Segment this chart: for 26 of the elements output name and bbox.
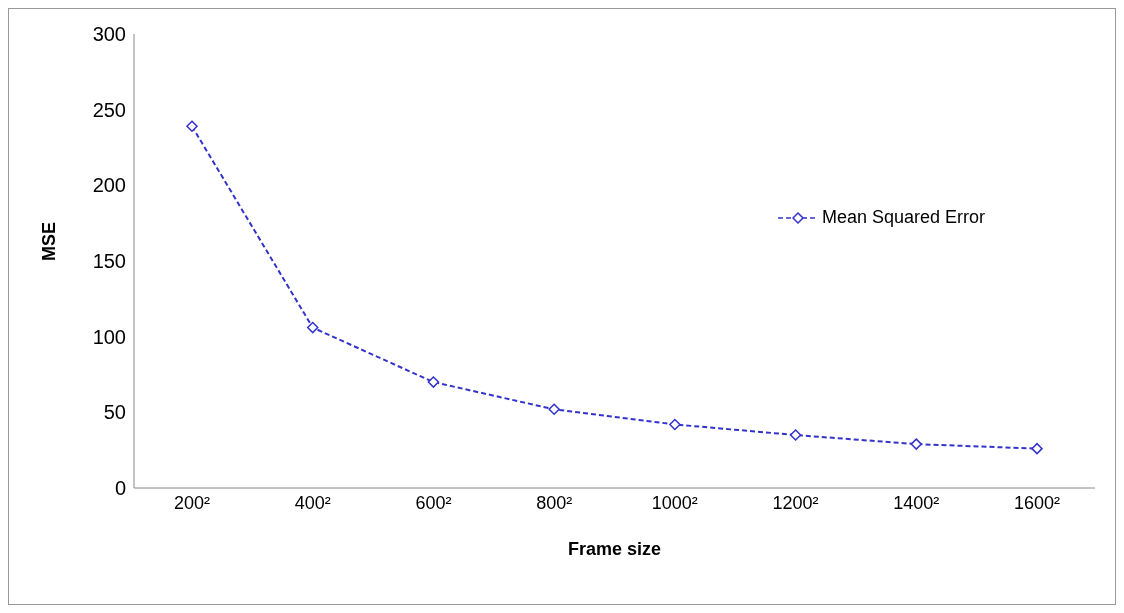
y-tick-label: 250	[92, 98, 126, 121]
y-tick-label: 150	[92, 250, 126, 273]
point	[1031, 442, 1043, 455]
point	[669, 418, 681, 431]
point	[186, 120, 198, 133]
y-tick-label: 100	[92, 325, 126, 348]
x-tick-label: 1600²	[1013, 492, 1061, 513]
x-axis-title: Frame size	[567, 539, 662, 559]
point	[427, 376, 440, 388]
y-tick-label: 300	[92, 23, 126, 46]
legend-label: Mean Squared Error	[821, 207, 985, 228]
x-tick-label: 800²	[536, 492, 573, 513]
x-tick-label: 600²	[415, 492, 452, 513]
x-tick-label: 400²	[294, 492, 331, 513]
x-tick-label: 200²	[173, 492, 211, 513]
point	[910, 438, 923, 450]
x-tick-label: 1000²	[651, 492, 698, 513]
y-tick-label: 200	[92, 174, 126, 197]
point	[306, 321, 319, 334]
y-axis-title: MSE	[39, 221, 60, 261]
point	[789, 429, 802, 441]
point	[548, 403, 560, 416]
x-tick-label: 1200²	[772, 492, 819, 513]
x-tick-label: 1400²	[893, 492, 940, 513]
y-tick-label: 50	[103, 401, 126, 424]
y-tick-label: 0	[114, 477, 126, 500]
